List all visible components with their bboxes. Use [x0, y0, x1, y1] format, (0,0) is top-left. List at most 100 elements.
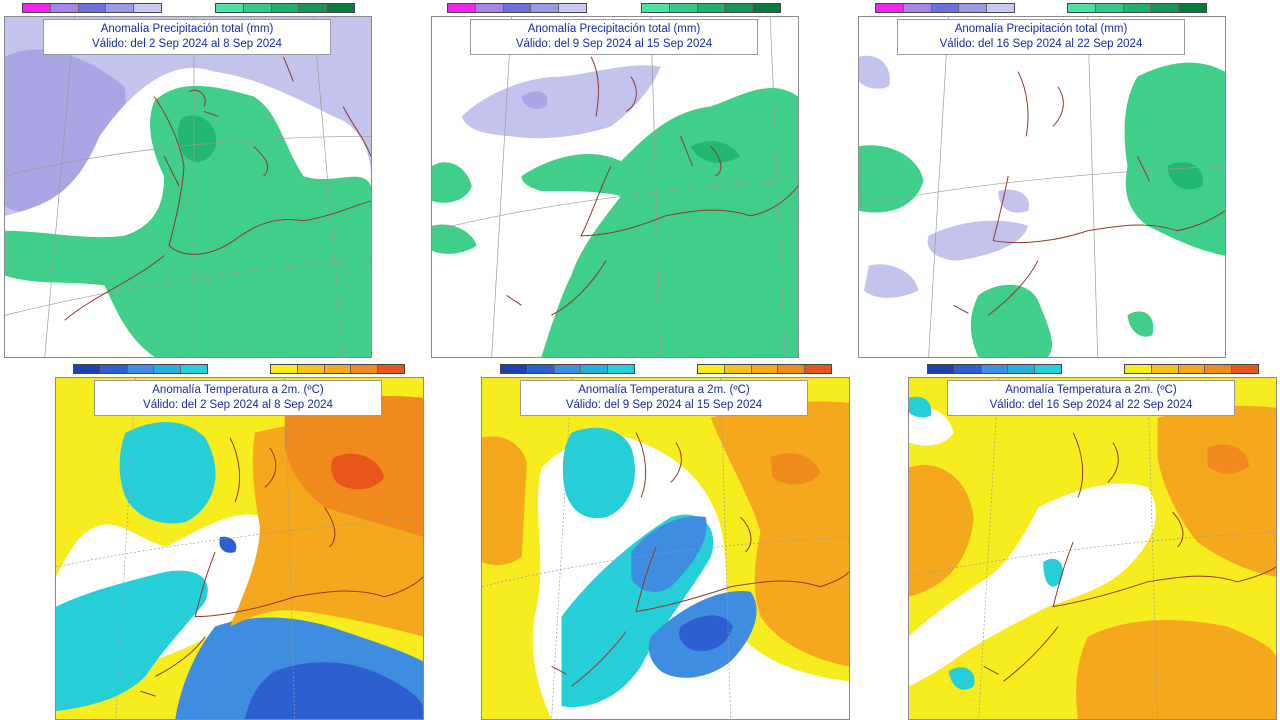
legend-swatch: [216, 4, 244, 12]
legend-swatch: [928, 365, 955, 373]
graticule: [859, 17, 1225, 357]
legend-swatch: [378, 365, 404, 373]
temp-subtitle-3: Válido: del 16 Sep 2024 al 22 Sep 2024: [989, 399, 1193, 411]
legend-swatch: [154, 365, 182, 373]
coastline: [506, 56, 798, 316]
legend-swatch: [931, 4, 960, 12]
normal-area: [909, 406, 1156, 687]
legend-swatch: [271, 4, 300, 12]
precip-subtitle-2: Válido: del 9 Sep 2024 al 15 Sep 2024: [515, 38, 713, 50]
temp-title-box-2: Anomalía Temperatura a 2m. (ºC) Válido: …: [520, 380, 808, 416]
precip-title-box-1: Anomalía Precipitación total (mm) Válido…: [43, 19, 331, 55]
legend-swatch: [559, 4, 586, 12]
temp-map-panel-1: Anomalía Temperatura a 2m. (ºC) Válido: …: [55, 377, 424, 720]
warm-anomaly-strong: [770, 453, 821, 485]
legend-swatch: [1068, 4, 1096, 12]
legend-swatch: [959, 4, 988, 12]
temp-colorbar-warm-2: [697, 364, 832, 374]
precip-map-1: [5, 17, 371, 357]
precip-colorbar-wet-1: [215, 3, 355, 13]
precip-colorbar-dry-2: [447, 3, 587, 13]
dry-anomaly-area: [859, 55, 1030, 298]
temp-title-3: Anomalía Temperatura a 2m. (ºC): [1005, 384, 1177, 396]
temp-map-panel-2: Anomalía Temperatura a 2m. (ºC) Válido: …: [481, 377, 850, 720]
legend-swatch: [271, 365, 298, 373]
precip-title-3: Anomalía Precipitación total (mm): [954, 23, 1128, 35]
legend-swatch: [981, 365, 1009, 373]
legend-swatch: [554, 365, 582, 373]
dry-anomaly-strong: [521, 91, 548, 109]
legend-swatch: [1035, 365, 1061, 373]
coastline: [983, 432, 1276, 682]
legend-swatch: [697, 4, 726, 12]
warm-anomaly-strong: [1207, 444, 1250, 474]
legend-swatch: [297, 365, 325, 373]
legend-swatch: [106, 4, 135, 12]
precip-colorbar-wet-3: [1067, 3, 1207, 13]
precip-subtitle-1: Válido: del 2 Sep 2024 al 8 Sep 2024: [92, 38, 282, 50]
legend-swatch: [243, 4, 272, 12]
cold-anomaly-strong: [678, 615, 733, 652]
legend-swatch: [669, 4, 698, 12]
cold-anomaly-strong: [219, 536, 423, 719]
precip-subtitle-3: Válido: del 16 Sep 2024 al 22 Sep 2024: [939, 38, 1143, 50]
temp-subtitle-2: Válido: del 9 Sep 2024 al 15 Sep 2024: [565, 399, 763, 411]
temp-title-1: Anomalía Temperatura a 2m. (ºC): [152, 384, 324, 396]
legend-swatch: [503, 4, 532, 12]
graticule: [432, 17, 798, 357]
precip-map-panel-3: Anomalía Precipitación total (mm) Válido…: [858, 16, 1226, 358]
legend-swatch: [987, 4, 1014, 12]
legend-swatch: [74, 365, 101, 373]
legend-swatch: [327, 4, 354, 12]
temp-colorbar-warm-3: [1124, 364, 1259, 374]
warm-anomaly-medium: [909, 405, 1276, 719]
temp-colorbar-warm-1: [270, 364, 405, 374]
precip-map-panel-1: Anomalía Precipitación total (mm) Válido…: [4, 16, 372, 358]
temp-map-1: [56, 378, 423, 719]
legend-swatch: [1151, 4, 1180, 12]
warm-anomaly-extreme: [330, 453, 385, 490]
temp-colorbar-cold-1: [73, 364, 208, 374]
precip-map-panel-2: Anomalía Precipitación total (mm) Válido…: [431, 16, 799, 358]
legend-swatch: [805, 365, 831, 373]
dry-anomaly-area: [5, 49, 126, 212]
legend-swatch: [181, 365, 207, 373]
temp-colorbar-cold-2: [500, 364, 635, 374]
legend-swatch: [527, 365, 555, 373]
legend-swatch: [778, 365, 806, 373]
legend-swatch: [1232, 365, 1258, 373]
precip-colorbar-dry-3: [875, 3, 1015, 13]
graticule: [482, 378, 849, 719]
temp-map-2: [482, 378, 849, 719]
legend-swatch: [50, 4, 79, 12]
legend-swatch: [753, 4, 780, 12]
legend-swatch: [581, 365, 609, 373]
legend-swatch: [134, 4, 161, 12]
warm-anomaly-medium: [482, 401, 849, 667]
legend-swatch: [324, 365, 352, 373]
dry-anomaly-area: [461, 65, 661, 139]
wet-anomaly-strong: [1167, 162, 1203, 190]
precip-title-1: Anomalía Precipitación total (mm): [100, 23, 274, 35]
wet-anomaly-area: [859, 62, 1225, 357]
legend-swatch: [642, 4, 670, 12]
coastline: [64, 56, 371, 321]
temp-colorbar-cold-3: [927, 364, 1062, 374]
legend-swatch: [1008, 365, 1036, 373]
legend-swatch: [448, 4, 476, 12]
legend-swatch: [23, 4, 51, 12]
precip-colorbar-wet-2: [641, 3, 781, 13]
legend-swatch: [1178, 365, 1206, 373]
coastline: [140, 437, 423, 697]
legend-swatch: [501, 365, 528, 373]
legend-swatch: [876, 4, 904, 12]
temp-map-3: [909, 378, 1276, 719]
legend-swatch: [100, 365, 128, 373]
precip-title-box-2: Anomalía Precipitación total (mm) Válido…: [470, 19, 758, 55]
cold-anomaly-light: [56, 422, 216, 712]
legend-swatch: [725, 4, 754, 12]
legend-swatch: [698, 365, 725, 373]
legend-swatch: [1205, 365, 1233, 373]
temp-title-box-3: Anomalía Temperatura a 2m. (ºC) Válido: …: [947, 380, 1235, 416]
graticule: [56, 378, 423, 719]
